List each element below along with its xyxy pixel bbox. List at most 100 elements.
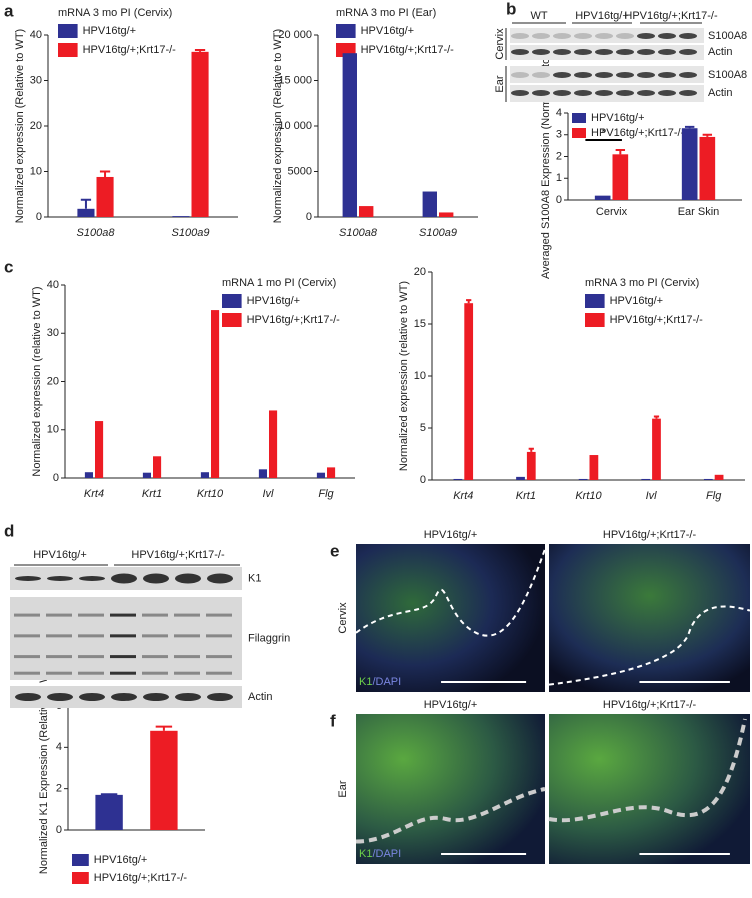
- blot-band: [110, 655, 136, 659]
- blot-band: [511, 72, 529, 78]
- blot-band: [595, 49, 613, 55]
- bar: [327, 467, 336, 478]
- blot-band: [79, 693, 105, 701]
- x-tick-label: Ear Skin: [678, 206, 720, 218]
- bar: [699, 136, 716, 200]
- x-tick-label: S100a9: [419, 227, 457, 239]
- bar: [464, 303, 474, 480]
- bar: [84, 472, 93, 478]
- legend-label: HPV16tg/+;Krt17-/-: [83, 44, 177, 56]
- image-column-label: HPV16tg/+: [424, 699, 478, 711]
- blot-band: [595, 72, 613, 78]
- blot-band: [78, 613, 104, 617]
- bar: [516, 476, 525, 480]
- legend-label: HPV16tg/+;Krt17-/-: [94, 872, 188, 884]
- chart-title: mRNA 3 mo PI (Ear): [336, 7, 436, 19]
- blot-band: [46, 655, 72, 659]
- image-column-label: HPV16tg/+;Krt17-/-: [603, 529, 697, 541]
- y-tick-label: 5000: [288, 165, 312, 177]
- blot-band: [679, 33, 697, 39]
- blot-column: HPV16tg/+;Krt17-/-: [131, 549, 225, 561]
- y-tick-label: 0: [56, 824, 62, 836]
- bar: [172, 216, 190, 217]
- blot-band-label: Actin: [248, 691, 272, 703]
- blot-band-label: K1: [248, 572, 261, 584]
- micrograph: [549, 544, 750, 692]
- panel-label: d: [4, 521, 14, 540]
- stain-k1: K1: [359, 676, 372, 688]
- bar: [422, 191, 437, 217]
- blot-band: [142, 671, 168, 675]
- error-bar: [99, 170, 111, 177]
- x-tick-label: Krt4: [453, 490, 473, 502]
- blot-band-label: S100A8: [708, 69, 747, 81]
- micrograph: [549, 714, 750, 864]
- y-tick-label: 10: [414, 370, 426, 382]
- legend-swatch: [585, 294, 605, 308]
- y-tick-label: 10: [47, 424, 59, 436]
- blot-band: [511, 33, 529, 39]
- bar: [95, 794, 123, 830]
- x-tick-label: Flg: [706, 490, 722, 502]
- blot-band: [616, 49, 634, 55]
- y-tick-label: 4: [556, 107, 562, 119]
- x-tick-label: Ivl: [263, 488, 275, 500]
- blot-band: [142, 634, 168, 638]
- error-bar: [100, 793, 118, 796]
- legend-label: HPV16tg/+;Krt17-/-: [247, 314, 341, 326]
- y-tick-label: 0: [53, 472, 59, 484]
- error-bar: [155, 725, 173, 731]
- y-axis-label: Normalized expression (Relative to WT): [272, 29, 284, 223]
- bar: [641, 478, 651, 480]
- blot-band: [206, 634, 232, 638]
- bar: [150, 730, 178, 830]
- legend-label: HPV16tg/+: [94, 854, 148, 866]
- y-tick-label: 20: [414, 266, 426, 278]
- blot-band: [206, 671, 232, 675]
- y-tick-label: 40: [30, 29, 42, 41]
- bar: [681, 128, 698, 200]
- legend-swatch: [572, 128, 586, 138]
- panel-label: b: [506, 0, 516, 18]
- blot-tissue: Ear: [494, 75, 506, 92]
- stain-label: K1/DAPI: [359, 676, 401, 688]
- blot-band: [679, 90, 697, 96]
- blot-band: [553, 49, 571, 55]
- bar: [652, 418, 661, 480]
- panel-label: f: [330, 711, 336, 730]
- legend-swatch: [222, 294, 242, 308]
- bar: [316, 472, 325, 478]
- blot-band: [110, 634, 136, 638]
- blot-band: [574, 49, 592, 55]
- y-tick-label: 1: [556, 172, 562, 184]
- y-tick-label: 15: [414, 318, 426, 330]
- blot-band: [553, 33, 571, 39]
- y-tick-label: 30: [30, 74, 42, 86]
- blot-band: [142, 613, 168, 617]
- blot-image: [10, 597, 242, 680]
- legend-label: HPV16tg/+: [247, 295, 301, 307]
- image-column-label: HPV16tg/+: [424, 529, 478, 541]
- legend-swatch: [72, 872, 89, 884]
- basement-membrane: [355, 787, 546, 844]
- error-bar: [80, 198, 92, 209]
- blot-band: [46, 634, 72, 638]
- legend-swatch: [222, 313, 242, 327]
- y-tick-label: 10 000: [278, 120, 312, 132]
- blot-band: [532, 72, 550, 78]
- blot-band: [46, 613, 72, 617]
- y-tick-label: 2: [556, 150, 562, 162]
- blot-band: [206, 613, 232, 617]
- blot-band: [142, 655, 168, 659]
- bar: [439, 212, 454, 217]
- y-tick-label: 20: [47, 375, 59, 387]
- legend-swatch: [58, 24, 78, 38]
- legend-label: HPV16tg/+: [361, 25, 415, 37]
- blot-band: [532, 49, 550, 55]
- legend-label: HPV16tg/+;Krt17-/-: [361, 44, 455, 56]
- blot-band: [110, 671, 136, 675]
- legend-swatch: [72, 854, 89, 866]
- micrograph: [356, 544, 545, 692]
- image-row-label: Cervix: [337, 602, 349, 634]
